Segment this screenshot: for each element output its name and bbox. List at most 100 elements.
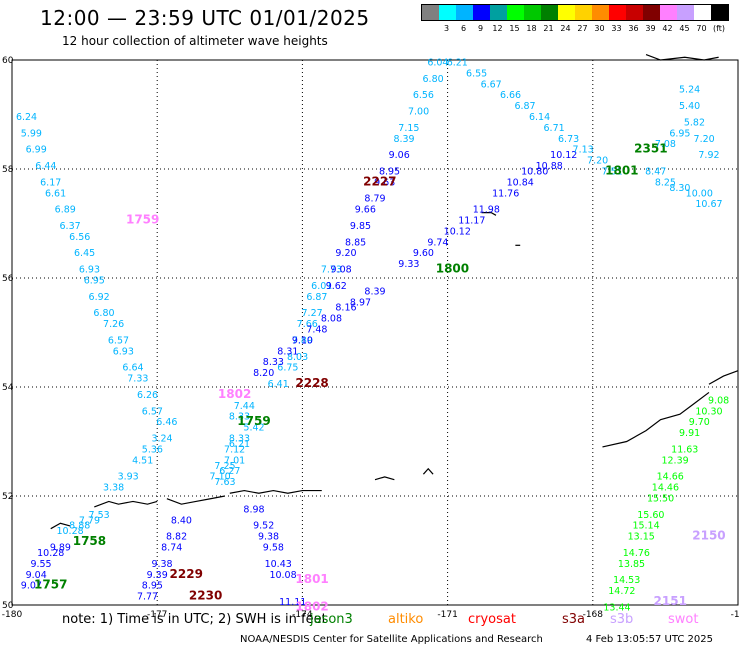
wave-height-value: 6.73 <box>558 134 579 145</box>
legend-tick-label: 12 <box>492 24 503 33</box>
pass-time-label: 1802 <box>218 387 251 401</box>
wave-height-value: 6.87 <box>514 101 535 112</box>
wave-height-value: 6.93 <box>113 346 134 357</box>
legend-tick-label: 45 <box>679 24 690 33</box>
wave-height-value: 8.33 <box>263 357 284 368</box>
x-tick-label: -177 <box>147 610 167 620</box>
wave-height-value: 6.56 <box>69 232 90 243</box>
wave-height-value: 6.26 <box>137 390 158 401</box>
wave-height-value: 9.74 <box>427 237 448 248</box>
wave-height-value: 7.63 <box>214 477 235 488</box>
wave-height-value: 7.00 <box>408 107 429 118</box>
wave-height-value: 6.41 <box>268 379 289 390</box>
wave-height-value: 8.79 <box>364 194 385 205</box>
pass-time-label: 1802 <box>295 599 328 613</box>
wave-height-value: 5.36 <box>142 444 163 455</box>
wave-height-value: 9.60 <box>413 248 434 259</box>
wave-height-value: 7.48 <box>306 325 327 336</box>
legend-tick-label: 24 <box>560 24 571 33</box>
coastline <box>94 500 158 508</box>
y-tick-label: 50 <box>2 601 14 611</box>
wave-height-value: 15.60 <box>637 510 664 521</box>
wave-height-value: 8.82 <box>166 532 187 543</box>
pass-time-label: 2230 <box>189 589 222 603</box>
wave-height-value: 8.39 <box>393 134 414 145</box>
y-tick-label: 52 <box>2 492 13 502</box>
wave-height-value: 9.06 <box>389 150 410 161</box>
wave-height-value: 4.51 <box>132 455 153 466</box>
legend-tick-label: 3 <box>443 24 450 33</box>
coastline <box>708 370 739 385</box>
wave-height-value: 7.12 <box>224 444 245 455</box>
wave-height-value: 8.03 <box>287 352 308 363</box>
x-tick-label: -174 <box>292 610 313 620</box>
wave-height-value: 6.21 <box>447 57 468 68</box>
wave-height-value: 15.14 <box>632 521 659 532</box>
legend-tick-label: 70 <box>696 24 707 33</box>
wave-height-value: 8.47 <box>645 166 666 177</box>
wave-height-value: 9.33 <box>398 259 419 270</box>
wave-height-value: 6.99 <box>26 145 47 156</box>
wave-height-value: 10.84 <box>507 177 534 188</box>
wave-height-value: 11.63 <box>671 444 698 455</box>
wave-height-value: 6.66 <box>500 90 521 101</box>
wave-height-value: 8.97 <box>350 297 371 308</box>
coastline <box>645 53 719 61</box>
legend-swatch <box>541 5 558 20</box>
wave-height-value: 7.77 <box>137 592 158 603</box>
legend-tick-label: 39 <box>645 24 656 33</box>
wave-height-value: 7.10 <box>210 472 231 483</box>
wave-height-value: 9.66 <box>355 205 376 216</box>
wave-height-value: 7.79 <box>79 515 100 526</box>
credit-line: NOAA/NESDIS Center for Satellite Applica… <box>240 634 543 645</box>
legend-swatch <box>490 5 507 20</box>
color-legend: 3 6 9 12 15 18 21 24 27 30 33 36 39 42 45 70 (ft) <box>421 4 729 36</box>
wave-height-value: 8.40 <box>171 515 192 526</box>
wave-height-value: 9.04 <box>26 570 47 581</box>
wave-height-value: 9.52 <box>253 521 274 532</box>
pass-time-label: 1759 <box>126 213 159 227</box>
wave-height-value: 13.85 <box>618 559 645 570</box>
x-tick-label: -180 <box>2 610 23 620</box>
legend-swatch <box>711 5 728 20</box>
coastline <box>166 495 226 505</box>
wave-height-value: 3.93 <box>118 472 139 483</box>
wave-height-value: 10.88 <box>536 161 563 172</box>
wave-height-value: 6.64 <box>122 363 143 374</box>
pass-time-label: 1800 <box>436 262 469 276</box>
wave-height-value: 13.44 <box>603 602 630 613</box>
wave-height-value: 8.08 <box>321 314 342 325</box>
pass-time-label: 2150 <box>692 529 725 543</box>
wave-height-value: 8.16 <box>335 303 356 314</box>
footer-note-text: note: 1) Time is in UTC; 2) SWH is in fe… <box>62 612 327 627</box>
legend-tick-label: 30 <box>594 24 605 33</box>
y-tick-label: 56 <box>2 274 14 284</box>
legend-labels: 3 6 9 12 15 18 21 24 27 30 33 36 39 42 45 70 (ft) <box>421 24 729 36</box>
wave-height-value: 8.39 <box>364 286 385 297</box>
wave-height-value: 10.00 <box>686 188 713 199</box>
wave-height-value: 9.10 <box>292 335 313 346</box>
wave-height-value: 15.50 <box>647 493 674 504</box>
wave-height-value: 5.40 <box>679 101 700 112</box>
wave-height-value: 6.44 <box>35 161 56 172</box>
wave-height-value: 6.57 <box>142 406 163 417</box>
wave-height-value: 5.82 <box>684 117 705 128</box>
wave-height-value: 8.98 <box>243 504 264 515</box>
wave-height-value: 6.80 <box>423 74 444 85</box>
wave-height-value: 9.20 <box>335 248 356 259</box>
legend-tick-label: 6 <box>460 24 467 33</box>
wave-height-value: 8.31 <box>277 346 298 357</box>
pass-time-label: 1758 <box>73 534 106 548</box>
wave-height-value: 7.51 <box>602 166 623 177</box>
wave-height-value: 6.45 <box>74 248 95 259</box>
pass-time-label: 2227 <box>363 174 396 188</box>
legend-tick-label: 42 <box>662 24 673 33</box>
wave-height-value: 6.71 <box>544 123 565 134</box>
wave-height-value: 6.21 <box>229 439 250 450</box>
wave-height-value: 9.39 <box>147 570 168 581</box>
wave-height-value: 6.46 <box>156 417 177 428</box>
pass-time-label: 1801 <box>295 572 328 586</box>
wave-height-value: 9.58 <box>263 543 284 554</box>
wave-height-value: 5.24 <box>679 85 700 96</box>
